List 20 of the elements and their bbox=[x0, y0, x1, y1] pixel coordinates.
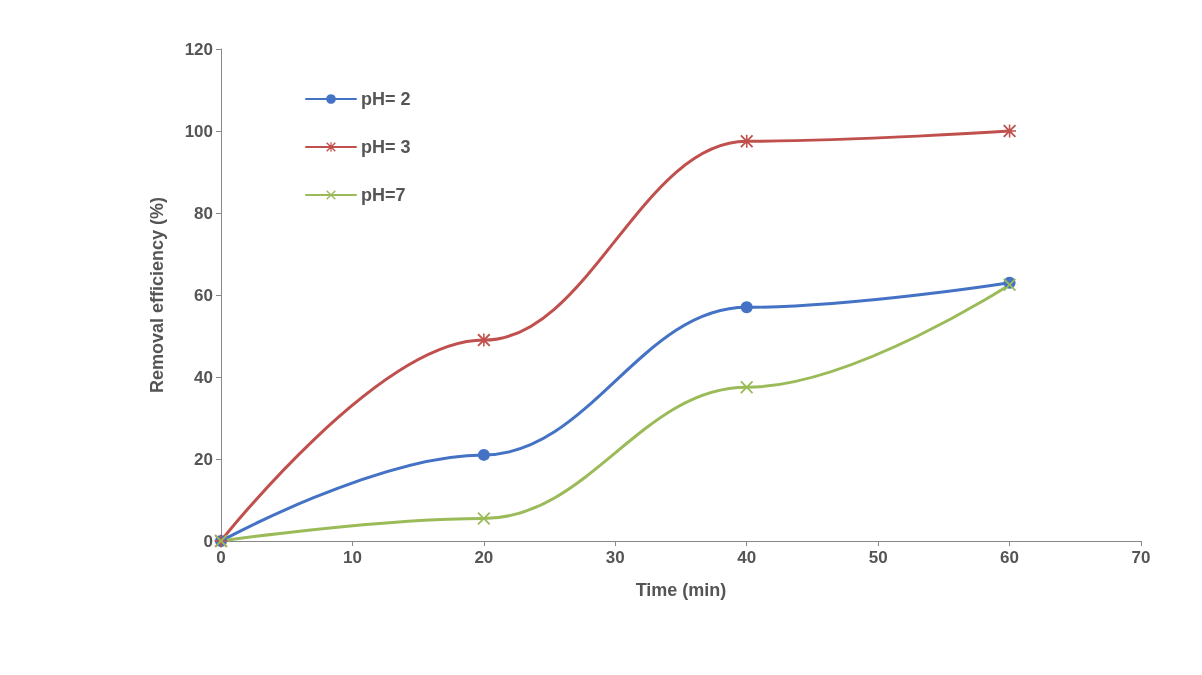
legend-label: pH=7 bbox=[361, 185, 406, 205]
x-tick-label: 10 bbox=[342, 548, 362, 567]
legend-label: pH= 2 bbox=[361, 89, 411, 109]
x-tick-label: 50 bbox=[868, 548, 888, 567]
x-tick-label: 20 bbox=[474, 548, 494, 567]
y-tick-label: 40 bbox=[194, 367, 213, 387]
x-axis-title: Time (min) bbox=[635, 580, 727, 600]
x-tick-label: 30 bbox=[605, 548, 625, 567]
x-tick-label: 70 bbox=[1131, 548, 1151, 567]
x-tick-label: 60 bbox=[1000, 548, 1020, 567]
x-tick-label: 40 bbox=[737, 548, 757, 567]
y-tick-label: 100 bbox=[184, 121, 213, 141]
y-axis-title: Removal efficiency (%) bbox=[147, 196, 167, 394]
y-tick-label: 80 bbox=[194, 203, 213, 223]
legend-label: pH= 3 bbox=[361, 137, 411, 157]
y-tick-label: 120 bbox=[184, 39, 213, 59]
y-tick-label: 20 bbox=[194, 449, 213, 469]
y-tick-label: 0 bbox=[203, 531, 213, 551]
y-tick-label: 60 bbox=[194, 285, 213, 305]
x-tick-label: 0 bbox=[216, 548, 226, 567]
